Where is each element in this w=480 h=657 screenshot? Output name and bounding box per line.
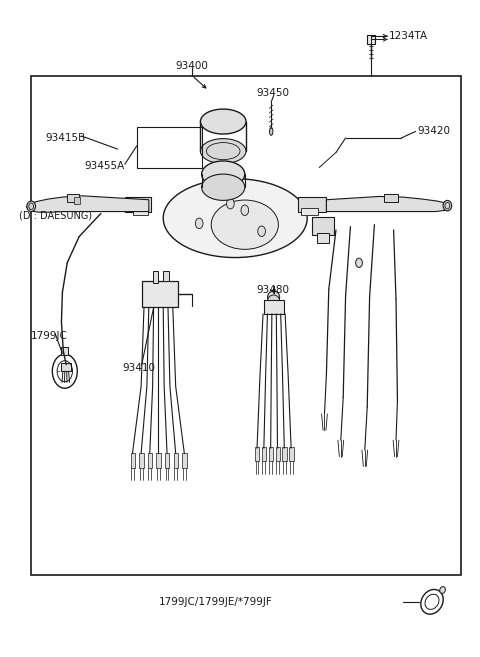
Circle shape xyxy=(227,198,234,209)
Text: 1799JC: 1799JC xyxy=(31,331,68,342)
Bar xyxy=(384,194,398,202)
Bar xyxy=(174,453,178,468)
Bar xyxy=(61,347,68,355)
Bar xyxy=(133,208,148,215)
Bar xyxy=(298,197,326,212)
Bar xyxy=(131,453,135,468)
Bar xyxy=(156,453,161,468)
Text: 93480: 93480 xyxy=(257,285,290,296)
Bar xyxy=(312,217,334,235)
Ellipse shape xyxy=(267,291,279,303)
Bar xyxy=(142,281,178,307)
Bar xyxy=(289,447,293,461)
Text: 1234TA: 1234TA xyxy=(389,31,428,41)
Ellipse shape xyxy=(440,587,445,593)
Bar xyxy=(276,447,280,461)
Ellipse shape xyxy=(201,139,246,164)
Bar xyxy=(317,233,329,243)
Text: 93455A: 93455A xyxy=(84,161,124,171)
Ellipse shape xyxy=(356,258,362,267)
Text: 93420: 93420 xyxy=(418,126,451,137)
Ellipse shape xyxy=(27,201,36,212)
Text: (D : DAESUNG): (D : DAESUNG) xyxy=(19,210,92,221)
Ellipse shape xyxy=(267,295,279,307)
Ellipse shape xyxy=(202,161,245,187)
Bar xyxy=(282,447,287,461)
Bar xyxy=(153,271,158,283)
Text: 93450: 93450 xyxy=(257,88,290,99)
Text: 1799JC/1799JE/*799JF: 1799JC/1799JE/*799JF xyxy=(158,597,272,607)
Ellipse shape xyxy=(163,179,307,258)
Bar xyxy=(61,363,71,371)
Bar xyxy=(139,453,144,468)
Bar xyxy=(262,447,266,461)
Circle shape xyxy=(241,205,249,215)
Bar xyxy=(125,197,151,212)
Polygon shape xyxy=(26,196,149,212)
Bar xyxy=(31,76,461,575)
Polygon shape xyxy=(326,196,451,212)
Circle shape xyxy=(258,226,265,237)
Text: 93410: 93410 xyxy=(122,363,156,373)
Bar xyxy=(255,447,260,461)
Bar xyxy=(163,271,169,281)
Bar xyxy=(301,208,318,215)
Bar xyxy=(367,35,375,44)
Ellipse shape xyxy=(443,200,452,211)
Bar xyxy=(148,453,152,468)
Bar xyxy=(264,300,284,314)
Bar xyxy=(269,447,273,461)
Bar xyxy=(137,127,202,168)
Bar xyxy=(74,197,80,204)
Bar xyxy=(67,194,79,202)
Ellipse shape xyxy=(211,200,278,249)
Bar xyxy=(182,453,187,468)
Text: 93415B: 93415B xyxy=(46,133,86,143)
Ellipse shape xyxy=(270,127,273,135)
Bar xyxy=(165,453,169,468)
Circle shape xyxy=(195,218,203,229)
Ellipse shape xyxy=(202,174,245,200)
Text: 93400: 93400 xyxy=(176,60,208,71)
Ellipse shape xyxy=(201,109,246,134)
